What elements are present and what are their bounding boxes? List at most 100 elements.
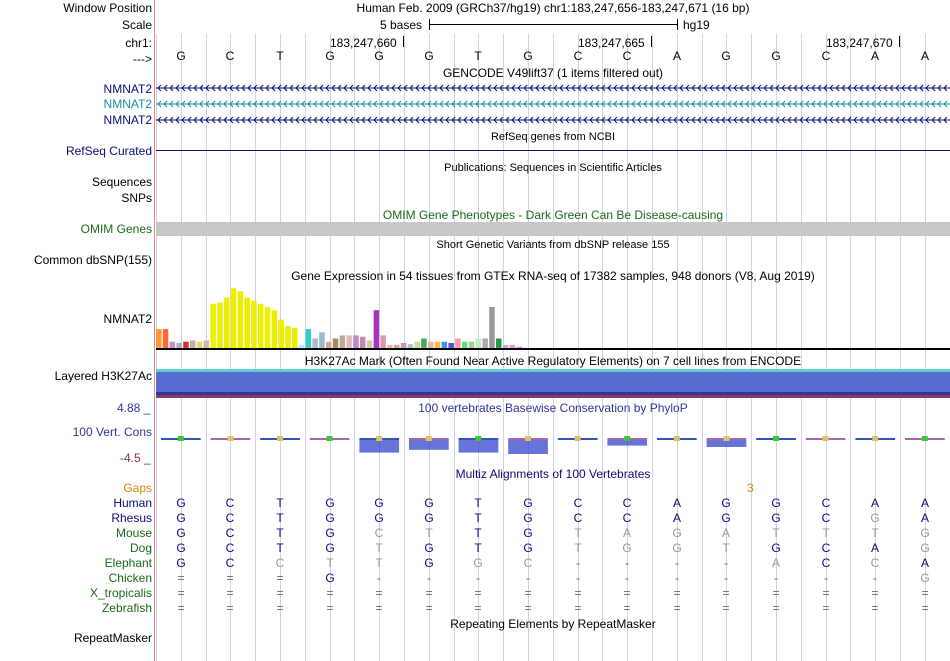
gtex-bar [312, 338, 318, 348]
alignment-base: G [721, 496, 731, 510]
publications-label-sequences[interactable]: Sequences [91, 175, 152, 189]
alignment-base: G [325, 541, 335, 555]
repeatmasker-label[interactable]: RepeatMasker [73, 631, 152, 645]
grid-line [900, 34, 901, 661]
gtex-bar [502, 344, 509, 349]
alignment-base: C [275, 556, 285, 570]
alignment-base: T [375, 556, 383, 570]
grid-line [652, 34, 653, 661]
grid-line [826, 34, 827, 661]
base-letter: A [920, 49, 929, 63]
alignment-base: = [623, 586, 631, 600]
alignment-base: = [871, 601, 879, 615]
alignment-base: G [325, 496, 335, 510]
alignment-base: G [771, 511, 781, 525]
alignment-base: C [821, 556, 831, 570]
alignment-base: T [822, 526, 830, 540]
omim-title[interactable]: OMIM Gene Phenotypes - Dark Green Can Be… [382, 208, 724, 222]
gtex-bar [448, 343, 454, 348]
publications-label-snps[interactable]: SNPs [121, 191, 152, 205]
gtex-bar [183, 341, 189, 348]
gtex-bar [434, 341, 441, 348]
species-label[interactable]: X_tropicalis [89, 586, 152, 600]
alignment-base: G [920, 571, 930, 585]
alignment-base: T [276, 541, 284, 555]
gencode-track-label[interactable]: NMNAT2 [103, 82, 152, 96]
grid-line [726, 34, 727, 661]
gtex-bar [475, 338, 482, 348]
gtex-label[interactable]: NMNAT2 [103, 312, 152, 326]
gtex-bar [292, 327, 298, 348]
multiz-title[interactable]: Multiz Alignments of 100 Vertebrates [455, 467, 651, 481]
gencode-track-label[interactable]: NMNAT2 [103, 113, 152, 127]
alignment-base: - [427, 571, 431, 585]
refseq-feature[interactable] [156, 150, 950, 151]
omim-feature[interactable] [156, 222, 950, 236]
gaps-label[interactable]: Gaps [123, 481, 152, 495]
alignment-base: C [821, 541, 831, 555]
phylop-label[interactable]: 100 Vert. Cons [72, 425, 152, 439]
species-label[interactable]: Chicken [108, 571, 152, 585]
position-label: 183,247,665 [578, 36, 645, 50]
phylop-logo-glyph [409, 440, 449, 450]
h3k27ac-signal[interactable] [156, 369, 950, 399]
gtex-bar [482, 338, 488, 348]
publications-title[interactable]: Publications: Sequences in Scientific Ar… [444, 162, 662, 174]
species-label[interactable]: Mouse [115, 526, 152, 540]
strand-chevrons [157, 100, 948, 108]
alignment-base: G [424, 511, 434, 525]
alignment-base: G [523, 526, 533, 540]
gtex-bar [346, 335, 352, 348]
phylop-title[interactable]: 100 vertebrates Basewise Conservation by… [418, 401, 688, 415]
alignment-base: - [476, 571, 480, 585]
base-letter: A [870, 49, 879, 63]
gtex-title[interactable]: Gene Expression in 54 tissues from GTEx … [291, 269, 815, 283]
position-label: 183,247,670 [826, 36, 893, 50]
gencode-features[interactable] [156, 80, 950, 126]
species-label[interactable]: Dog [129, 541, 152, 555]
alignment-base: T [474, 511, 482, 525]
alignment-base: A [920, 496, 929, 510]
species-label[interactable]: Zebrafish [101, 601, 152, 615]
dbsnp-label[interactable]: Common dbSNP(155) [33, 253, 152, 267]
alignment-base: = [474, 601, 482, 615]
alignment-base: = [276, 586, 284, 600]
alignment-base: G [672, 541, 682, 555]
position-tick [403, 36, 404, 47]
alignment-base: T [326, 556, 334, 570]
grid-line [850, 34, 851, 661]
dbsnp-title[interactable]: Short Genetic Variants from dbSNP releas… [436, 239, 670, 251]
position-tick [651, 36, 652, 47]
alignment-base: G [374, 496, 384, 510]
phylop-logo-glyph [508, 440, 548, 454]
gtex-bar [203, 340, 210, 348]
h3k27ac-label[interactable]: Layered H3K27Ac [54, 369, 152, 383]
species-label[interactable]: Rhesus [111, 511, 152, 525]
omim-label[interactable]: OMIM Genes [80, 222, 152, 236]
species-label[interactable]: Elephant [104, 556, 152, 570]
phylop-max-label: 4.88 _ [117, 401, 151, 415]
gtex-bar [360, 336, 366, 348]
grid-line [578, 34, 579, 661]
alignment-base: G [721, 511, 731, 525]
alignment-base: C [821, 511, 831, 525]
refseq-title[interactable]: RefSeq genes from NCBI [490, 131, 616, 143]
alignment-base: = [177, 601, 185, 615]
alignment-base: = [822, 601, 830, 615]
gencode-title[interactable]: GENCODE V49lift37 (1 items filtered out) [442, 66, 664, 80]
gencode-track-label[interactable]: NMNAT2 [103, 97, 152, 111]
species-label[interactable]: Human [113, 496, 152, 510]
phylop-base-mark [723, 436, 730, 441]
gtex-chart[interactable] [156, 284, 950, 350]
alignment-base: T [276, 526, 284, 540]
alignment-base: G [424, 541, 434, 555]
label-separator [154, 0, 155, 661]
position-tick [899, 36, 900, 47]
alignment-base: - [576, 556, 580, 570]
refseq-label[interactable]: RefSeq Curated [65, 144, 152, 158]
strand-chevrons [157, 84, 948, 92]
alignment-base: G [325, 526, 335, 540]
h3k27ac-title[interactable]: H3K27Ac Mark (Often Found Near Active Re… [304, 354, 802, 368]
phylop-chart[interactable] [156, 430, 950, 464]
repeatmasker-title[interactable]: Repeating Elements by RepeatMasker [450, 617, 656, 631]
